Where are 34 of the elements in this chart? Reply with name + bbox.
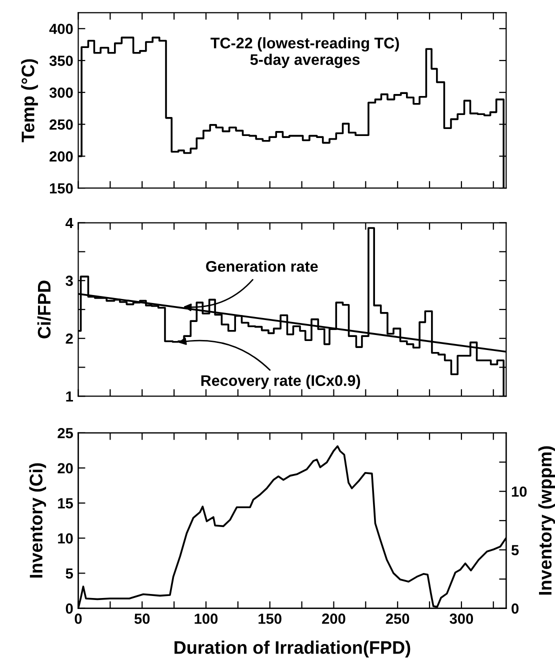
y-tick-label: 250 bbox=[50, 119, 73, 130]
y2-tick-label: 5 bbox=[511, 545, 519, 556]
y-tick-label: 0 bbox=[66, 603, 73, 614]
y-tick-label: 15 bbox=[58, 498, 73, 508]
y-tick-label: 20 bbox=[58, 463, 73, 474]
y-tick-label: 10 bbox=[58, 533, 73, 544]
annotation: Recovery rate (ICx0.9) bbox=[201, 374, 360, 390]
y-tick-label: 350 bbox=[49, 56, 73, 66]
y2-tick-label: 10 bbox=[512, 486, 527, 497]
x-tick-label: 150 bbox=[258, 614, 282, 624]
annotation: TC-22 (lowest-reading TC) 5-day averages bbox=[210, 37, 399, 68]
x-axis-title: Duration of Irradiation(FPD) bbox=[174, 640, 410, 658]
x-tick-label: 250 bbox=[386, 614, 410, 624]
y-tick-label: 3 bbox=[66, 276, 73, 286]
y2-axis-title: Inventory (wppm) bbox=[538, 446, 555, 595]
y-tick-label: 150 bbox=[50, 183, 73, 194]
y-tick-label: 5 bbox=[66, 568, 73, 579]
x-tick-label: 200 bbox=[322, 614, 346, 624]
y-tick-label: 1 bbox=[66, 391, 73, 402]
y-tick-label: 4 bbox=[66, 218, 74, 228]
y2-tick-label: 0 bbox=[512, 603, 519, 614]
y-axis-title: Ci/FPD bbox=[37, 280, 51, 338]
x-tick-label: 100 bbox=[194, 614, 218, 624]
y-tick-label: 200 bbox=[50, 151, 73, 162]
annotation: Generation rate bbox=[206, 260, 318, 272]
y-tick-label: 25 bbox=[58, 428, 73, 438]
y-tick-label: 2 bbox=[66, 333, 73, 344]
y-tick-label: 300 bbox=[49, 88, 73, 98]
y-axis-title: Inventory (Ci) bbox=[29, 463, 46, 578]
x-tick-label: 0 bbox=[74, 614, 82, 624]
y-axis-title: Temp (°C) bbox=[21, 59, 38, 142]
x-tick-label: 50 bbox=[134, 614, 150, 624]
x-tick-label: 300 bbox=[450, 614, 474, 624]
y-tick-label: 400 bbox=[49, 24, 73, 34]
